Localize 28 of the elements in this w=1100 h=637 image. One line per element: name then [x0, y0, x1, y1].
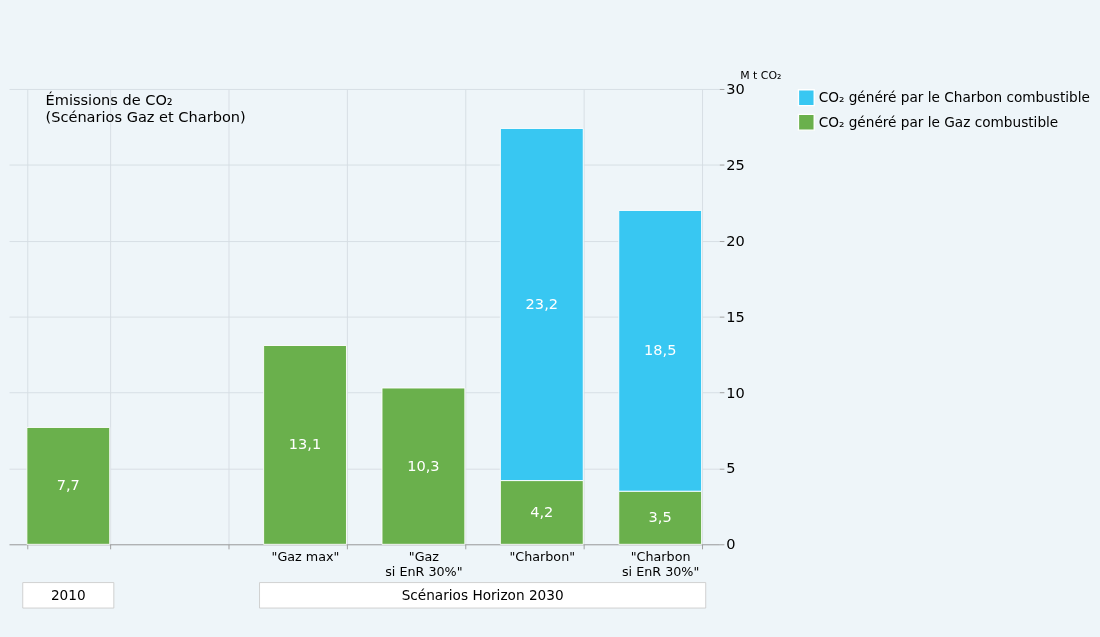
- data-label: 7,7: [56, 476, 80, 494]
- x-tick-label: "Gaz si EnR 30%": [385, 549, 463, 579]
- x-tick-label: "Charbon": [509, 549, 576, 565]
- x-tick-label: "Charbon si EnR 30%": [621, 549, 700, 579]
- y-tick-label: 10: [726, 383, 745, 401]
- text: 2010: [50, 586, 86, 603]
- data-label: 23,2: [525, 295, 558, 313]
- y-tick-label: 25: [726, 155, 745, 173]
- bar: [263, 345, 347, 545]
- bar: [26, 427, 111, 545]
- text: Scénarios Horizon 2030: [401, 586, 564, 603]
- chart-title: Émissions de CO₂: [45, 90, 173, 108]
- data-label: 3,5: [648, 508, 672, 526]
- y-tick-label: 30: [726, 80, 745, 98]
- y-tick-label: 0: [726, 535, 736, 553]
- y-tick-label: 15: [726, 307, 745, 325]
- data-label: 18,5: [643, 341, 677, 359]
- bar: [381, 387, 466, 545]
- y-tick-label: 5: [726, 459, 736, 477]
- data-label: 13,1: [288, 435, 322, 453]
- x-tick-label: "Gaz max": [271, 549, 340, 565]
- text: (Scénarios Gaz et Charbon): [45, 107, 246, 125]
- y-axis-title: M t CO₂: [740, 69, 782, 83]
- data-label: 4,2: [530, 503, 554, 520]
- legend-label: CO₂ généré par le Charbon combustible: [818, 89, 1090, 106]
- legend-label: CO₂ généré par le Gaz combustible: [818, 113, 1059, 130]
- data-label: 10,3: [407, 456, 440, 474]
- y-tick-label: 20: [726, 231, 745, 249]
